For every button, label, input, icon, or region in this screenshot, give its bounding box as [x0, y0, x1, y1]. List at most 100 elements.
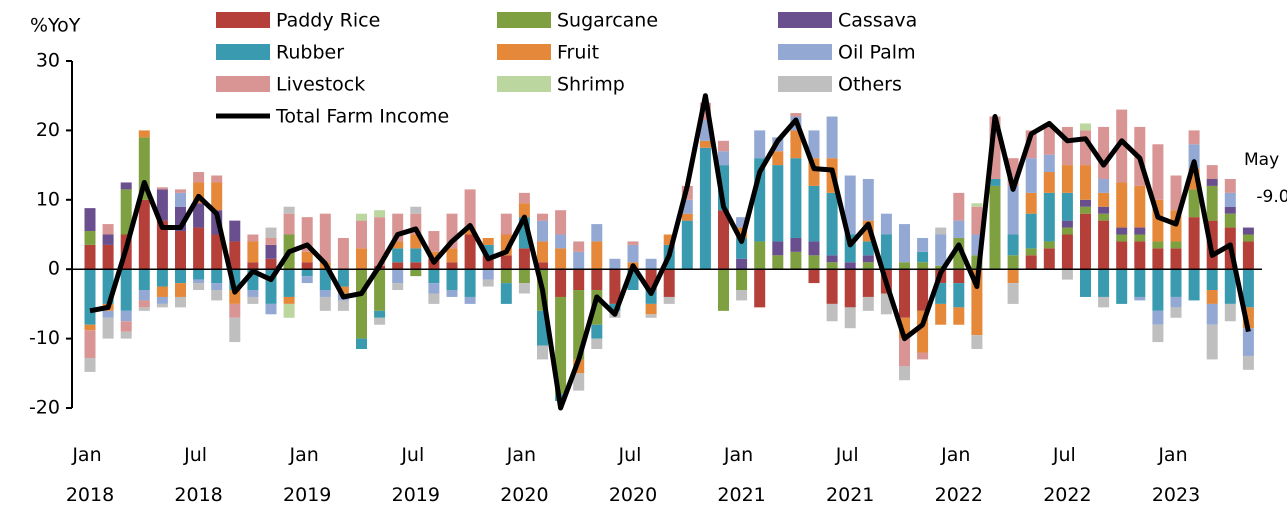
bar	[102, 244, 114, 270]
bar	[120, 269, 132, 311]
bar	[645, 290, 657, 304]
bar	[573, 241, 585, 252]
bar	[193, 203, 205, 228]
bar	[1007, 269, 1019, 284]
bar	[953, 237, 965, 270]
bar	[283, 269, 295, 297]
bar	[392, 241, 404, 249]
bar	[1134, 269, 1146, 297]
annotation: May	[1244, 150, 1279, 170]
bar	[102, 234, 114, 245]
bar	[175, 269, 186, 284]
bar	[989, 116, 1001, 179]
bar	[1061, 220, 1073, 228]
bar	[428, 251, 440, 259]
x-tick-label: Jul 2020	[609, 444, 657, 506]
bar	[464, 296, 476, 304]
bar	[681, 213, 693, 221]
bar	[555, 210, 567, 235]
bar	[301, 269, 313, 277]
bar	[790, 130, 802, 159]
bar	[410, 206, 422, 214]
bar	[446, 248, 458, 263]
bar	[518, 192, 530, 204]
y-tick-label: 30	[36, 50, 60, 72]
bar	[718, 269, 729, 311]
y-tick-label: -20	[29, 397, 60, 419]
bar	[1188, 269, 1200, 301]
bar	[1061, 192, 1073, 221]
bar	[1224, 192, 1236, 207]
bar	[229, 269, 241, 291]
bar	[880, 234, 892, 270]
legend-swatch	[497, 12, 551, 28]
bar	[1061, 227, 1073, 235]
bar	[138, 130, 150, 138]
bar	[663, 296, 675, 304]
bar	[699, 140, 711, 148]
legend-label: Total Farm Income	[275, 106, 449, 128]
bar	[808, 255, 820, 270]
bar	[446, 269, 458, 291]
bar	[175, 231, 186, 270]
bar	[754, 241, 766, 270]
bar	[971, 335, 983, 350]
bar	[1188, 189, 1200, 218]
bar	[1242, 328, 1254, 356]
bar	[518, 203, 530, 218]
bar	[374, 217, 386, 266]
y-tick-label: -10	[29, 327, 60, 349]
bar	[446, 213, 458, 249]
bar	[880, 293, 892, 315]
bar	[1188, 168, 1200, 190]
bar	[826, 303, 838, 322]
bar	[193, 182, 205, 204]
bar	[1242, 241, 1254, 270]
bar	[1061, 165, 1073, 193]
bar	[1061, 269, 1073, 280]
bar	[790, 158, 802, 238]
bar	[247, 269, 259, 291]
bar	[953, 220, 965, 238]
bar	[211, 283, 223, 291]
bar	[392, 213, 404, 242]
bar	[790, 113, 802, 117]
bar	[337, 300, 349, 311]
bar	[1061, 234, 1073, 270]
bar	[1224, 206, 1236, 214]
bar	[862, 269, 874, 297]
bar	[428, 269, 440, 284]
x-tick-label: Jan 2020	[500, 444, 548, 506]
bar	[953, 307, 965, 325]
legend-label: Livestock	[276, 74, 365, 96]
bar	[591, 324, 603, 339]
bar	[265, 269, 277, 304]
bar	[718, 210, 729, 270]
bar	[518, 283, 530, 294]
bar	[1098, 126, 1110, 179]
bar	[699, 119, 711, 141]
bar	[1007, 158, 1019, 186]
bar	[1242, 227, 1254, 235]
bar	[971, 206, 983, 235]
bar	[537, 220, 548, 242]
bar	[627, 269, 639, 291]
bar	[247, 296, 259, 304]
legend-label: Rubber	[276, 42, 344, 64]
bar	[301, 251, 313, 263]
y-tick-label: 10	[36, 188, 60, 210]
bar	[1242, 307, 1254, 329]
bar	[699, 147, 711, 270]
bar	[1043, 248, 1055, 270]
bar	[120, 310, 132, 322]
bar	[718, 151, 729, 166]
bar	[102, 310, 114, 318]
legend-swatch	[216, 76, 270, 92]
bar	[573, 373, 585, 391]
bar	[826, 116, 838, 159]
bar	[555, 296, 567, 395]
bar	[102, 224, 114, 235]
bar	[1080, 206, 1091, 214]
bar	[211, 182, 223, 211]
